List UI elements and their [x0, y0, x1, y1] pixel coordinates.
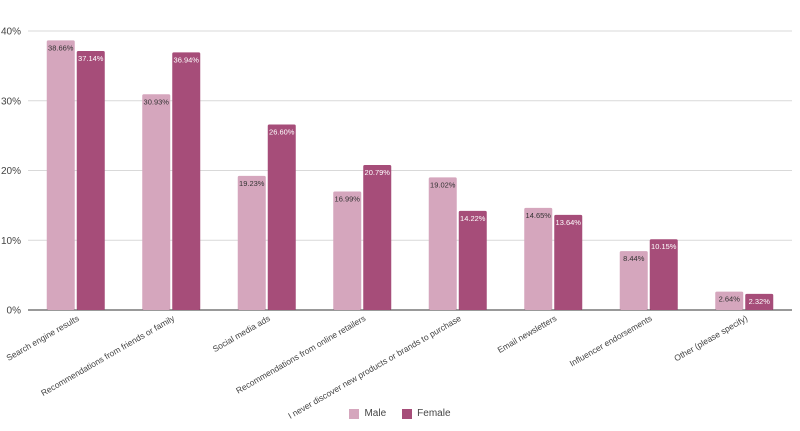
data-label: 26.60%: [269, 127, 295, 136]
legend-item-female[interactable]: Female: [402, 408, 451, 419]
bar-male[interactable]: [715, 291, 744, 310]
bar-female[interactable]: [458, 210, 487, 310]
bar-female[interactable]: [267, 124, 296, 310]
data-labels: 38.66% 37.14% 30.93% 36.94% 19.23% 26.60% 16.9…: [48, 43, 770, 305]
legend-label-male: Male: [364, 408, 387, 419]
x-tick-label: I never discover new products or brands …: [286, 313, 463, 421]
legend-item-male[interactable]: Male: [349, 408, 386, 419]
bar-male[interactable]: [46, 40, 75, 311]
data-label: 37.14%: [78, 54, 104, 63]
data-label: 36.94%: [174, 55, 200, 64]
legend-swatch-male: [349, 408, 360, 419]
y-axis-ticks: 0% 10% 20% 30% 40%: [1, 27, 21, 317]
data-label: 13.64%: [556, 218, 582, 227]
bar-female[interactable]: [76, 50, 105, 311]
bar-female[interactable]: [363, 164, 392, 310]
legend-label-female: Female: [417, 408, 451, 419]
data-label: 2.32%: [749, 297, 771, 306]
data-label: 14.22%: [460, 214, 486, 223]
x-tick-label: Other (please specify): [672, 313, 749, 363]
data-label: 19.02%: [430, 180, 456, 189]
data-label: 10.15%: [651, 242, 677, 251]
x-tick-label: Email newsletters: [496, 313, 559, 355]
x-tick-label: Social media ads: [211, 313, 272, 354]
bar-female[interactable]: [554, 214, 583, 310]
data-label: 30.93%: [144, 97, 170, 106]
data-label: 16.99%: [335, 194, 361, 203]
legend-swatch-female: [402, 408, 413, 419]
bar-female[interactable]: [172, 52, 201, 310]
data-label: 8.44%: [623, 254, 645, 263]
bar-male[interactable]: [524, 207, 553, 310]
data-label: 14.65%: [526, 211, 552, 220]
legend: Male Female: [0, 408, 800, 419]
bar-male[interactable]: [619, 251, 648, 310]
bar-male[interactable]: [142, 94, 171, 311]
data-label: 2.64%: [719, 295, 741, 304]
x-tick-label: Search engine results: [5, 313, 81, 363]
bar-male[interactable]: [333, 191, 362, 310]
x-tick-label: Influencer endorsements: [568, 313, 654, 368]
y-tick-label: 0%: [7, 306, 22, 317]
data-label: 38.66%: [48, 43, 74, 52]
bars: [46, 40, 774, 311]
y-tick-label: 10%: [1, 236, 21, 247]
y-tick-label: 20%: [1, 166, 21, 177]
bar-male[interactable]: [428, 177, 457, 310]
bar-female[interactable]: [745, 293, 774, 310]
y-tick-label: 40%: [1, 27, 21, 38]
bar-male[interactable]: [237, 175, 266, 310]
y-tick-label: 30%: [1, 96, 21, 107]
data-label: 20.79%: [365, 168, 391, 177]
data-label: 19.23%: [239, 179, 265, 188]
bar-female[interactable]: [649, 239, 678, 310]
